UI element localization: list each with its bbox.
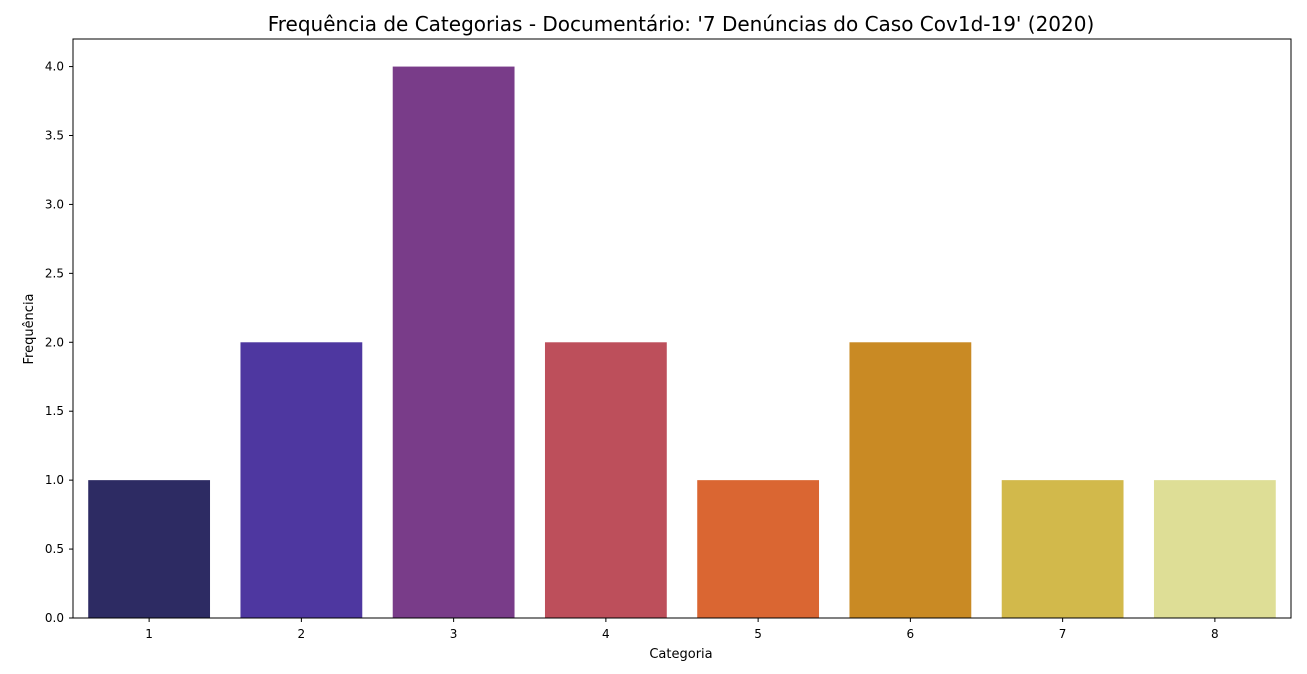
- bar-category-8: [1153, 480, 1276, 618]
- x-tick-label: 5: [754, 627, 762, 641]
- y-tick-label: 3.0: [45, 197, 64, 211]
- bar-category-1: [88, 480, 211, 618]
- y-axis-ticks: 0.0 0.5 1.0 1.5 2.0 2.5 3.0 3.5 4.0: [45, 60, 73, 625]
- y-tick-label: 1.0: [45, 473, 64, 487]
- chart-title: Frequência de Categorias - Documentário:…: [268, 12, 1095, 36]
- y-tick-label: 1.5: [45, 404, 64, 418]
- y-tick-label: 3.5: [45, 129, 64, 143]
- x-tick-label: 1: [145, 627, 153, 641]
- bar-category-3: [392, 66, 515, 619]
- x-tick-label: 2: [298, 627, 306, 641]
- x-tick-label: 6: [907, 627, 915, 641]
- plot-frame: [72, 38, 1292, 619]
- bar-category-2: [240, 342, 363, 618]
- y-tick-label: 0.5: [45, 542, 64, 556]
- y-tick-label: 2.5: [45, 266, 64, 280]
- bar-category-7: [1001, 480, 1124, 618]
- x-tick-label: 7: [1059, 627, 1067, 641]
- x-tick-label: 8: [1211, 627, 1219, 641]
- y-tick-label: 0.0: [45, 611, 64, 625]
- bars-group: [88, 66, 1276, 619]
- bar-category-5: [697, 480, 820, 618]
- bar-category-4: [544, 342, 667, 618]
- x-tick-label: 3: [450, 627, 458, 641]
- y-tick-label: 4.0: [45, 60, 64, 74]
- bar-category-6: [849, 342, 972, 618]
- y-axis-label: Frequência: [22, 293, 37, 364]
- x-axis-ticks: 1 2 3 4 5 6 7 8: [145, 618, 1219, 641]
- x-tick-label: 4: [602, 627, 610, 641]
- x-axis-label: Categoria: [649, 647, 712, 662]
- y-tick-label: 2.0: [45, 335, 64, 349]
